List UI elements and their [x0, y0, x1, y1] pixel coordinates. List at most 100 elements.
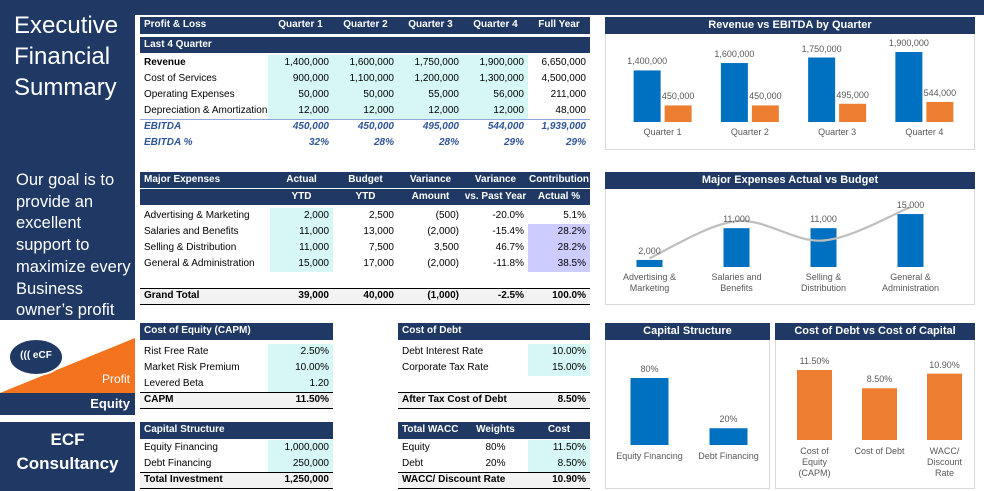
- table-cell: 15.00%: [528, 360, 590, 376]
- table-cell: -2.5%: [463, 288, 528, 305]
- table-cell: 100.0%: [528, 288, 590, 305]
- table-cell: 28%: [373, 137, 394, 148]
- table-cell: CAPM: [140, 392, 268, 409]
- table-cell: 1,200,000: [398, 71, 463, 87]
- bar: [797, 370, 832, 440]
- logo-triangle: [0, 338, 135, 393]
- table-cell: Equity Financing: [144, 442, 218, 453]
- table-cell: Corporate Tax Rate: [402, 362, 489, 373]
- table-cell: 55,000: [398, 87, 463, 103]
- category-label: Quarter 3: [818, 127, 857, 137]
- bar: [926, 101, 954, 122]
- table-cell: 1,939,000: [541, 121, 587, 132]
- data-label: 8.50%: [866, 374, 893, 385]
- table-cell: (500): [435, 210, 459, 221]
- table-cell: (2,000): [427, 258, 459, 269]
- table-cell: 48,000: [555, 105, 586, 116]
- category-label: Equity Financing: [616, 451, 683, 461]
- table-cell: Full Year: [528, 17, 590, 34]
- table-cell: 12,000: [268, 103, 333, 119]
- table-cell: -11.8%: [493, 258, 524, 269]
- data-label: 10.90%: [929, 359, 960, 370]
- table-cell: 1,400,000: [268, 55, 333, 71]
- table-cell: Major Expenses: [140, 172, 270, 188]
- bar: [808, 57, 836, 122]
- table-cell: (1,000): [398, 288, 463, 305]
- table-cell: 8.50%: [528, 456, 590, 472]
- table-cell: EBITDA %: [144, 137, 193, 148]
- data-label: 2,000: [638, 245, 661, 256]
- table-cell: 1,750,000: [398, 55, 463, 71]
- table-cell: 1,000,000: [268, 440, 333, 456]
- category-label: WACC/ Discount Rate: [926, 446, 962, 478]
- table-cell: 1,600,000: [333, 55, 398, 71]
- chart-title: Cost of Debt vs Cost of Capital: [775, 323, 975, 340]
- chart-title: Revenue vs EBITDA by Quarter: [605, 17, 975, 34]
- table-cell: -15.4%: [492, 226, 524, 237]
- table-cell: General & Administration: [144, 258, 255, 269]
- table-cell: Levered Beta: [144, 378, 204, 389]
- table-cell: Rist Free Rate: [144, 346, 209, 357]
- table-cell: 2.50%: [268, 344, 333, 360]
- table-cell: 250,000: [268, 456, 333, 472]
- table-cell: 3,500: [433, 242, 459, 253]
- bar: [720, 63, 748, 122]
- table-cell: Variance: [398, 172, 463, 188]
- table-cell: 11,000: [270, 224, 333, 240]
- table-cell: 1,100,000: [333, 71, 398, 87]
- table-cell: Weights: [463, 422, 528, 439]
- table-cell: 29%: [503, 137, 524, 148]
- table-cell: Contribution: [528, 172, 590, 188]
- category-label: General & Administration: [881, 272, 940, 293]
- table-cell: Last 4 Quarter: [140, 37, 590, 53]
- category-label: Quarter 4: [905, 127, 944, 137]
- table-cell: 80%: [485, 442, 506, 453]
- table-cell: Debt: [402, 458, 424, 469]
- table-cell: 50,000: [333, 87, 398, 103]
- table-cell: 450,000: [357, 121, 394, 132]
- table-cell: 15,000: [270, 256, 333, 272]
- data-label: 495,000: [836, 89, 869, 100]
- data-label: 1,900,000: [888, 38, 929, 48]
- table-cell: WACC/ Discount Rate: [398, 472, 528, 489]
- table-cell: 32%: [308, 137, 329, 148]
- bar: [723, 228, 750, 267]
- table-cell: Debt Financing: [144, 458, 212, 469]
- table-cell: 1,250,000: [268, 472, 333, 489]
- table-cell: Quarter 2: [333, 17, 398, 34]
- table-cell: 450,000: [292, 121, 329, 132]
- table-cell: Debt Interest Rate: [402, 346, 484, 357]
- table-cell: 4,500,000: [541, 73, 587, 84]
- table-cell: Profit & Loss: [140, 17, 268, 34]
- table-cell: 900,000: [268, 71, 333, 87]
- table-cell: 28.2%: [528, 224, 590, 240]
- table-cell: 544,000: [487, 121, 524, 132]
- table-cell: 1.20: [268, 376, 333, 392]
- table-cell: 2,000: [270, 208, 333, 224]
- table-cell: -20.0%: [492, 210, 524, 221]
- table-cell: 10.00%: [268, 360, 333, 376]
- table-cell: 211,000: [550, 89, 586, 100]
- bar: [897, 214, 924, 267]
- data-label: 11,000: [810, 214, 837, 225]
- table-cell: 10.00%: [528, 344, 590, 360]
- data-label: 15,000: [896, 200, 925, 211]
- table-cell: 50,000: [268, 87, 333, 103]
- table-cell: 28.2%: [528, 240, 590, 256]
- category-label: Selling & Distribution: [800, 272, 847, 293]
- category-label: Advertising & Marketing: [622, 272, 677, 293]
- category-label: Quarter 1: [643, 127, 682, 137]
- logo: [0, 338, 135, 415]
- logo-profit: Profit: [101, 372, 130, 386]
- tagline: Our goal is to provide an excellent supp…: [16, 171, 131, 320]
- logo-mark: ((( eCF: [20, 350, 52, 361]
- table-cell: Market Risk Premium: [144, 362, 240, 373]
- table-cell: Grand Total: [140, 288, 270, 305]
- data-label: 450,000: [749, 91, 782, 102]
- line: [649, 205, 911, 260]
- bar: [927, 373, 962, 440]
- data-label: 11,000: [723, 214, 750, 225]
- table-cell: 5.1%: [563, 210, 586, 221]
- logo-badge: [8, 338, 64, 376]
- table-cell: 10.90%: [528, 472, 590, 489]
